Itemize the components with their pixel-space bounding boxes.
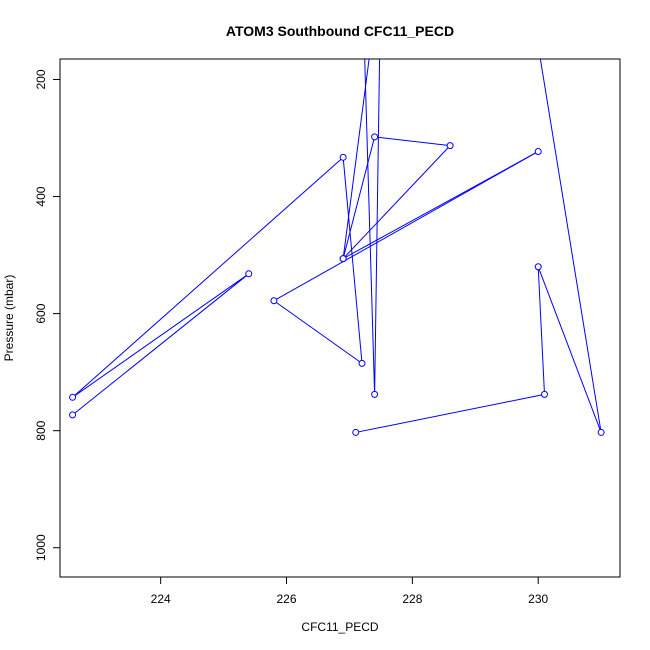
data-point [69, 411, 77, 419]
x-tick-label: 230 [528, 592, 548, 606]
data-point [245, 270, 253, 278]
plot-frame [59, 58, 621, 578]
y-axis-label: Pressure (mbar) [2, 275, 16, 362]
data-point [339, 255, 347, 263]
series-segment [342, 136, 376, 259]
series-segment [273, 151, 539, 302]
data-point [358, 359, 366, 367]
y-tick-label: 200 [34, 69, 48, 89]
series-segment [72, 273, 250, 398]
data-point [339, 153, 347, 161]
data-point [540, 390, 548, 398]
series-segment [364, 59, 376, 395]
y-tick-label: 400 [34, 186, 48, 206]
data-point [69, 393, 77, 401]
data-point [534, 147, 542, 155]
series-segment [374, 59, 381, 395]
series-segment [72, 273, 250, 416]
x-tick-label: 226 [277, 592, 297, 606]
y-tick-label: 800 [34, 420, 48, 440]
chart-title: ATOM3 Southbound CFC11_PECD [226, 23, 454, 39]
series-segment [273, 300, 363, 364]
x-tick-label: 224 [151, 592, 171, 606]
series-segment [342, 145, 451, 259]
y-tick-label: 1000 [34, 534, 48, 561]
series-segment [537, 266, 602, 433]
data-point [270, 297, 278, 305]
series-segment [342, 151, 539, 260]
data-point [371, 390, 379, 398]
series-layer [72, 59, 602, 433]
y-axis: 200 400 600 800 1000 [34, 69, 60, 561]
series-segment [342, 157, 363, 364]
y-tick-label: 600 [34, 303, 48, 323]
x-tick-label: 228 [402, 592, 422, 606]
series-segment [72, 156, 344, 398]
data-point [534, 263, 542, 271]
series-segment [539, 59, 602, 433]
series-segment [342, 59, 370, 259]
data-point [446, 142, 454, 150]
data-point [371, 133, 379, 141]
series-segment [355, 393, 545, 433]
x-axis: 224 226 228 230 [151, 577, 549, 606]
data-point [597, 428, 605, 436]
marker-layer [69, 133, 605, 436]
series-segment [374, 136, 451, 147]
x-axis-label: CFC11_PECD [301, 620, 378, 634]
series-segment [537, 266, 545, 395]
data-point [352, 428, 360, 436]
